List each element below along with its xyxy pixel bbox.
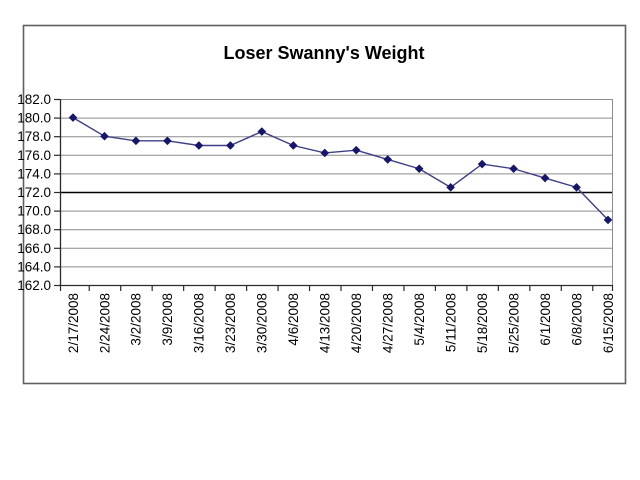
y-tick-label: 166.0 — [17, 241, 51, 256]
data-point-marker — [131, 136, 141, 146]
weight-series-layer — [68, 113, 613, 225]
chart-title: Loser Swanny's Weight — [224, 43, 425, 63]
y-tick-label: 170.0 — [17, 204, 51, 219]
data-point-marker — [68, 113, 78, 122]
y-tick-label: 172.0 — [17, 185, 51, 200]
x-tick-label: 2/17/2008 — [66, 293, 81, 353]
data-point-marker — [288, 141, 298, 150]
y-tick-label: 168.0 — [17, 222, 51, 237]
x-tick-label: 3/16/2008 — [192, 293, 207, 353]
x-tick-label: 3/2/2008 — [129, 293, 144, 346]
y-tick-label: 180.0 — [17, 111, 51, 126]
x-tick-label: 4/27/2008 — [381, 293, 396, 353]
data-point-marker — [414, 164, 424, 174]
x-tick-label: 3/23/2008 — [223, 293, 238, 353]
x-tick-label: 3/9/2008 — [160, 293, 175, 346]
data-point-marker — [383, 155, 393, 164]
x-tick-label: 5/4/2008 — [412, 293, 427, 346]
data-point-marker — [540, 173, 550, 183]
y-tick-label: 178.0 — [17, 129, 51, 144]
data-point-marker — [477, 159, 487, 169]
data-point-marker — [100, 131, 109, 141]
y-tick-label: 162.0 — [17, 278, 51, 293]
x-tick-label: 5/11/2008 — [443, 293, 458, 352]
data-point-marker — [320, 148, 330, 158]
x-tick-label: 6/15/2008 — [601, 293, 616, 353]
x-tick-label: 3/30/2008 — [255, 293, 270, 353]
x-tick-label: 5/25/2008 — [506, 293, 521, 353]
x-tick-label: 6/1/2008 — [538, 293, 553, 346]
data-point-marker — [194, 141, 204, 150]
data-point-marker — [572, 183, 581, 192]
x-tick-label: 4/20/2008 — [349, 293, 364, 353]
x-axis-labels: 2/17/2008 2/24/2008 3/2/2008 3/9/2008 3/16/2… — [66, 293, 616, 353]
y-tick-label: 182.0 — [17, 92, 51, 107]
data-point-marker — [226, 141, 235, 150]
data-point-marker — [446, 183, 455, 192]
x-tick-label: 6/8/2008 — [569, 293, 584, 346]
data-point-marker — [351, 145, 361, 155]
data-point-marker — [509, 164, 518, 174]
data-point-marker — [257, 127, 267, 136]
weight-series-line — [72, 116, 609, 221]
y-axis-labels: 182.0 180.0 178.0 176.0 174.0 172.0 170.0 168.0… — [17, 92, 51, 293]
data-point-marker — [163, 136, 172, 146]
x-tick-label: 2/24/2008 — [97, 293, 112, 353]
tick-marks-layer — [54, 98, 614, 291]
x-tick-label: 5/18/2008 — [475, 293, 490, 353]
y-tick-label: 164.0 — [17, 259, 51, 274]
x-tick-label: 4/13/2008 — [318, 293, 333, 353]
data-point-marker — [603, 215, 613, 225]
x-tick-label: 4/6/2008 — [286, 293, 301, 346]
y-tick-label: 176.0 — [17, 148, 51, 163]
y-tick-label: 174.0 — [17, 166, 51, 181]
